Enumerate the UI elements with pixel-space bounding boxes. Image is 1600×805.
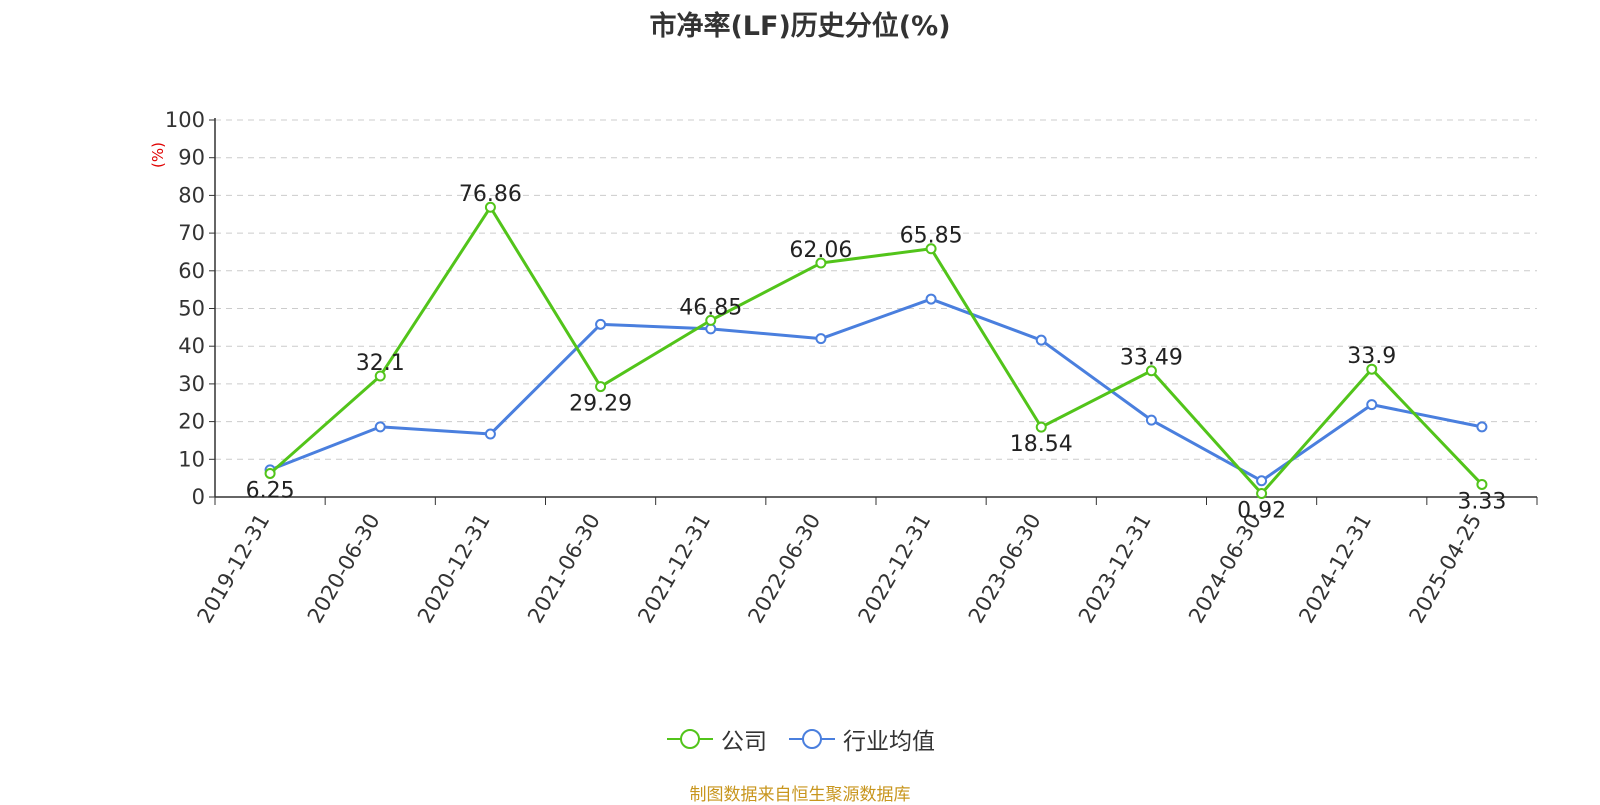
data-label-company: 29.29 (569, 392, 632, 417)
data-point-company (595, 381, 607, 393)
data-point-industry-average (1145, 414, 1157, 426)
y-tick-label: 90 (178, 146, 205, 170)
data-point-company (1366, 363, 1378, 375)
data-label-company: 76.86 (459, 182, 522, 207)
data-point-industry-average (1256, 475, 1268, 487)
data-point-industry-average (1366, 399, 1378, 411)
data-label-company: 65.85 (900, 224, 963, 249)
y-tick-label: 10 (178, 447, 205, 471)
data-label-company: 6.25 (246, 478, 295, 503)
x-tick-label: 2020-06-30 (303, 510, 385, 628)
legend-label-company: 公司 (721, 729, 767, 755)
y-tick-label: 80 (178, 183, 205, 207)
y-tick-label: 20 (178, 410, 205, 434)
data-point-industry-average (374, 421, 386, 433)
legend-marker-industry-icon (789, 729, 835, 749)
data-label-company: 46.85 (679, 295, 742, 320)
data-point-company (264, 467, 276, 479)
data-point-company (815, 257, 827, 269)
data-label-company: 0.92 (1237, 499, 1286, 524)
data-point-company (1256, 488, 1268, 500)
data-point-company (484, 201, 496, 213)
data-point-industry-average (1476, 421, 1488, 433)
data-point-company (705, 314, 717, 326)
x-tick-label: 2024-06-30 (1184, 510, 1266, 628)
legend-label-industry-average: 行业均值 (843, 729, 935, 755)
data-point-company (1476, 478, 1488, 490)
data-point-company (1035, 421, 1047, 433)
x-tick-label: 2022-06-30 (743, 510, 825, 628)
y-tick-label: 70 (178, 221, 205, 245)
y-tick-label: 30 (178, 372, 205, 396)
series-lines (264, 201, 1488, 500)
data-label-company: 18.54 (1010, 432, 1073, 457)
data-point-industry-average (815, 333, 827, 345)
x-tick-label: 2021-12-31 (633, 510, 715, 628)
x-tick-label: 2024-12-31 (1294, 510, 1376, 628)
data-point-industry-average (595, 318, 607, 330)
x-tick-label: 2023-06-30 (964, 510, 1046, 628)
x-tick-label: 2022-12-31 (854, 509, 936, 627)
legend-marker-company-icon (667, 729, 713, 749)
data-label-company: 33.49 (1120, 346, 1183, 371)
x-tick-label: 2023-12-31 (1074, 510, 1156, 628)
x-tick-label: 2019-12-31 (193, 510, 275, 628)
legend-item-industry-average[interactable]: 行业均值 (787, 722, 935, 756)
data-labels: 6.25 32.1 76.86 29.29 46.85 62.06 65.85 18.54 33… (246, 182, 1507, 523)
series-line-industry-average (269, 297, 1483, 483)
data-label-company: 32.1 (356, 351, 405, 376)
data-label-company: 33.9 (1347, 344, 1396, 369)
x-tick-label: 2021-06-30 (523, 510, 605, 628)
y-tick-label: 100 (165, 108, 205, 132)
series-line-company (269, 205, 1484, 496)
y-tick-label: 40 (178, 334, 205, 358)
data-point-company (925, 243, 937, 255)
data-point-company (1145, 365, 1157, 377)
source-note: 制图数据来自恒生聚源数据库 (689, 785, 911, 805)
y-tick-label: 0 (192, 485, 205, 509)
x-tick-label: 2025-04-25 (1404, 510, 1486, 628)
y-axis-label: (%) (149, 142, 167, 168)
data-point-industry-average (1035, 334, 1047, 346)
data-label-company: 62.06 (789, 238, 852, 263)
legend-item-company[interactable]: 公司 (665, 722, 767, 756)
y-tick-label: 50 (178, 297, 205, 321)
y-tick-label: 60 (178, 259, 205, 283)
legend: 公司 行业均值 (0, 722, 1600, 756)
grid-lines (215, 119, 1537, 460)
data-point-industry-average (484, 428, 496, 440)
x-tick-label: 2020-12-31 (413, 509, 495, 627)
data-point-industry-average (925, 293, 937, 305)
chart-title: 市净率(LF)历史分位(%) (649, 11, 951, 42)
data-point-company (374, 370, 386, 382)
data-label-company: 3.33 (1457, 489, 1506, 514)
